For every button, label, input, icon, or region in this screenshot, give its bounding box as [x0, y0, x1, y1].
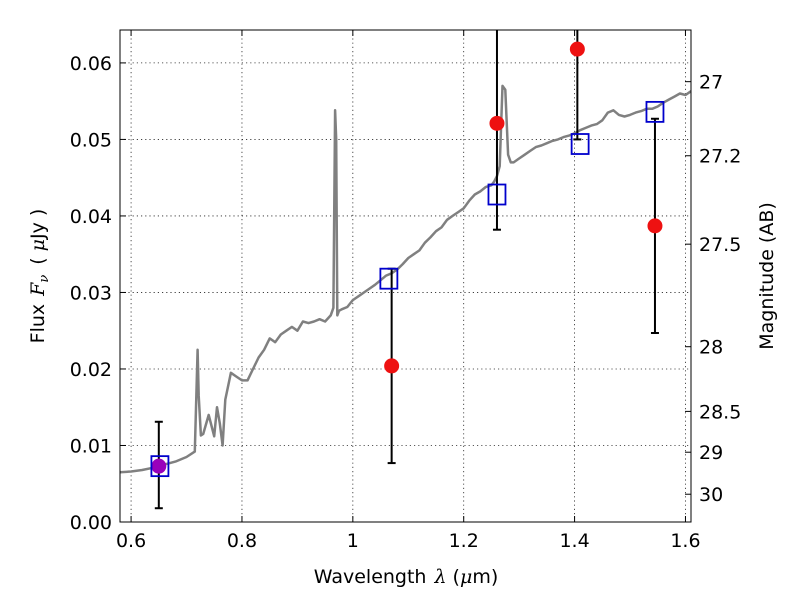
x-axis-symbol: λ [433, 566, 446, 588]
right-tick-label: 30 [699, 484, 723, 506]
y-tick-labels: 0.00 0.01 0.02 0.03 0.04 0.05 0.06 [70, 53, 112, 534]
synthetic-point-2 [487, 183, 507, 206]
x-tick-label: 1 [347, 530, 359, 552]
observed-point-1 [384, 358, 400, 374]
right-tick-label: 28.5 [699, 401, 741, 423]
synthetic-photometry-layer [150, 100, 665, 478]
y-axis-symbol: F [27, 282, 49, 297]
right-axis-title: Magnitude (AB) [756, 202, 778, 350]
synthetic-point-3 [570, 133, 590, 155]
observed-point-3 [569, 41, 585, 57]
y-tick-label: 0.06 [70, 53, 112, 75]
model-spectrum-layer [120, 84, 691, 474]
right-tick-label: 27.5 [699, 234, 741, 256]
x-tick-labels: 0.6 0.8 1 1.2 1.4 1.6 [116, 530, 701, 552]
y-axis-unit-rest: Jy ) [27, 209, 49, 240]
observed-points-layer [151, 41, 663, 474]
y-tick-label: 0.02 [70, 359, 112, 381]
x-axis-unit-mu: μ [460, 566, 472, 588]
right-tick-label: 28 [699, 337, 723, 359]
x-tick-label: 0.6 [116, 530, 146, 552]
right-tick-labels: 27 27.2 27.5 28 28.5 29 30 [699, 72, 741, 507]
x-tick-label: 0.8 [227, 530, 257, 552]
y-tick-label: 0.01 [70, 435, 112, 457]
y-axis-unit-open: ( [27, 257, 49, 264]
x-tick-label: 1.6 [670, 530, 700, 552]
y-axis-title: Flux Fν ( μJy ) [27, 209, 52, 344]
right-tick-label: 29 [699, 442, 723, 464]
x-tick-label: 1.4 [559, 530, 589, 552]
synthetic-point-4 [645, 100, 665, 123]
y-axis-unit-mu: μ [27, 239, 49, 251]
observed-point-0 [151, 458, 167, 474]
x-tick-label: 1.2 [449, 530, 479, 552]
model-spectrum-line [120, 84, 691, 474]
y-tick-label: 0.05 [70, 129, 112, 151]
observed-point-2 [489, 115, 505, 131]
tick-marks [120, 30, 691, 523]
synthetic-point-1 [379, 267, 399, 290]
right-tick-label: 27.2 [699, 146, 741, 168]
y-tick-label: 0.04 [70, 206, 112, 228]
y-axis-title-text: Flux [27, 304, 49, 344]
x-axis-unit-rest: m) [472, 566, 498, 588]
plot-frame [119, 29, 692, 523]
observed-point-4 [647, 218, 663, 234]
x-axis-title-text: Wavelength [314, 566, 427, 588]
x-axis-unit-open: ( [453, 566, 460, 588]
synthetic-point-0 [150, 455, 170, 478]
y-axis-symbol-sub: ν [37, 275, 52, 283]
y-tick-label: 0.00 [70, 512, 112, 534]
right-tick-label: 27 [699, 72, 723, 94]
errorbar-3 [573, 30, 582, 141]
x-axis-title: Wavelength λ (μm) [314, 566, 498, 588]
y-tick-label: 0.03 [70, 282, 112, 304]
